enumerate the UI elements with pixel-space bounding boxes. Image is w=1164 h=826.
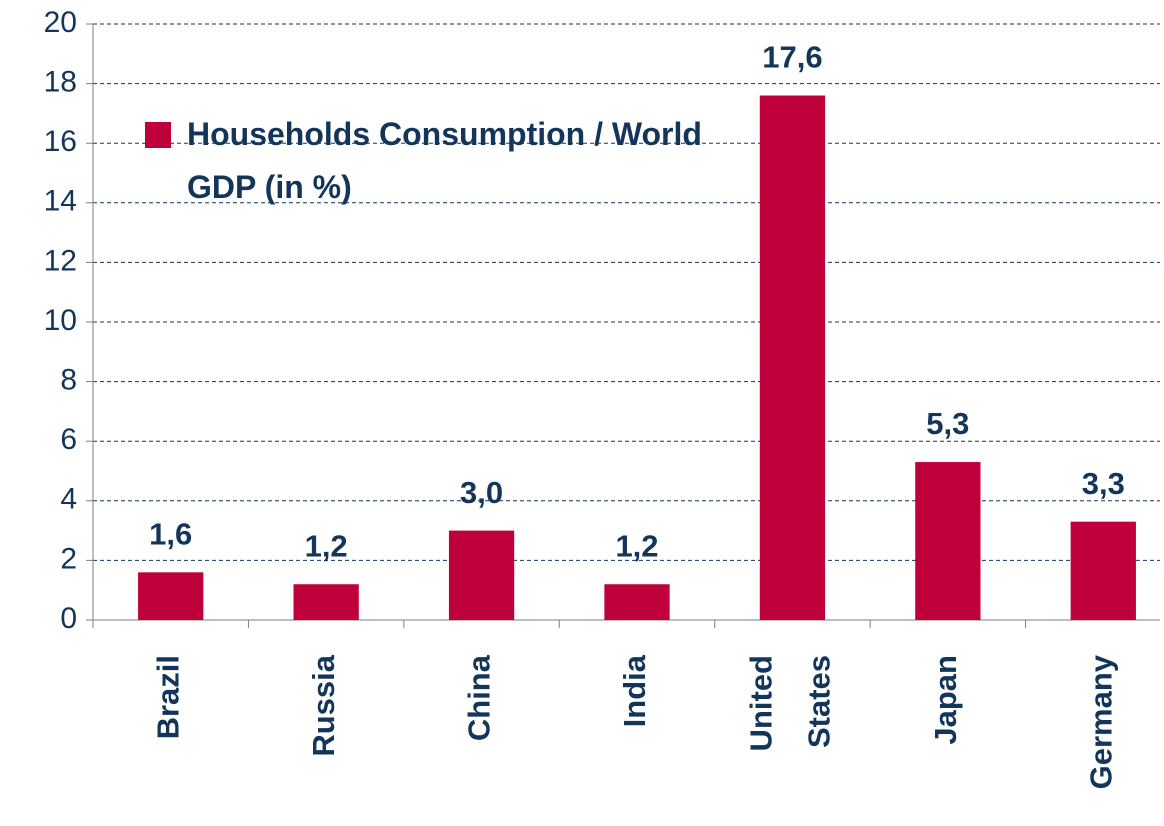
bar: [1070, 521, 1136, 620]
value-label: 1,2: [305, 528, 348, 563]
value-label: 1,6: [149, 517, 192, 552]
y-tick-label: 2: [60, 542, 77, 575]
y-tick-label: 8: [60, 364, 77, 397]
bar: [138, 572, 204, 620]
legend: Households Consumption / World GDP (in %…: [187, 116, 702, 205]
bar: [604, 584, 670, 620]
value-label: 17,6: [762, 40, 822, 75]
x-tick-label: Japan: [928, 655, 963, 745]
y-tick-label: 10: [44, 304, 77, 337]
y-tick-label: 12: [44, 244, 77, 277]
bar: [759, 95, 826, 620]
value-label: 5,3: [926, 406, 969, 441]
x-tick-label: Brazil: [151, 655, 186, 739]
bar: [915, 462, 981, 620]
x-tick-label: China: [462, 654, 497, 741]
y-tick-label: 0: [60, 602, 77, 635]
legend-label: Households Consumption / World GDP (in %…: [187, 116, 702, 205]
y-tick-label: 4: [60, 483, 77, 516]
bar: [293, 584, 359, 620]
legend-swatch: [145, 122, 171, 148]
x-tick-label: Germany: [1083, 654, 1118, 789]
y-tick-label: 18: [44, 66, 77, 99]
x-tick-label: United States: [744, 655, 837, 751]
y-tick-label: 16: [44, 125, 77, 158]
y-tick-label: 20: [44, 6, 77, 39]
y-tick-label: 6: [60, 423, 77, 456]
bar: [448, 530, 515, 620]
x-tick-label: Russia: [306, 654, 341, 756]
value-label: 3,0: [460, 475, 503, 510]
value-label: 3,3: [1082, 466, 1125, 501]
y-tick-label: 14: [44, 185, 77, 218]
value-label: 1,2: [615, 528, 658, 563]
x-tick-label: India: [617, 654, 652, 727]
